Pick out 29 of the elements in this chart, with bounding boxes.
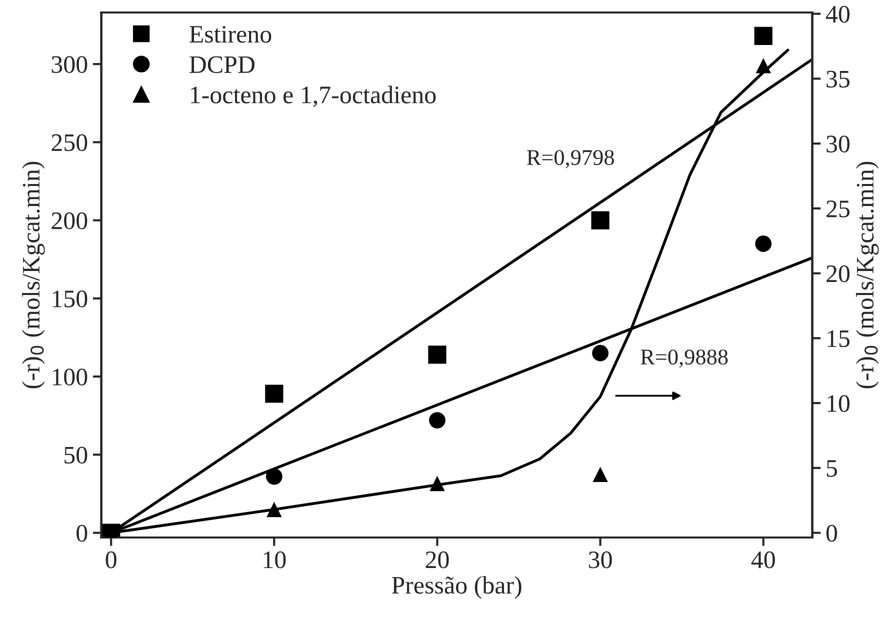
y2-tick-label: 15	[828, 330, 850, 348]
y2-tick-label: 25	[826, 200, 850, 218]
x-axis-title: Pressão (bar)	[392, 576, 522, 599]
y-tick-label: 50	[64, 446, 88, 464]
y2-axis-title: (-r)$_{0}$ (mols/Kgcat.min)	[856, 162, 879, 388]
y2-tick-label: 10	[828, 395, 850, 412]
x-tick-label: 10	[264, 551, 286, 568]
legend-label: DCPD	[190, 56, 254, 74]
y-tick-label: 0	[76, 524, 88, 542]
y-tick-label: 150	[52, 290, 88, 308]
y2-tick-label: 20	[826, 265, 850, 282]
x-tick-label: 30	[588, 551, 612, 568]
legend-label: 1-octeno e 1,7-octadieno	[191, 86, 436, 107]
y-tick-label: 250	[52, 134, 88, 152]
y2-tick-label: 0	[826, 524, 838, 542]
annotation: R=0,9888	[640, 350, 728, 368]
y-axis-title: (-r)$_{0}$ (mols/Kgcat.min)	[22, 162, 45, 388]
y2-tick-label: 30	[826, 136, 850, 152]
x-tick-label: 20	[426, 551, 449, 568]
y2-tick-label: 40	[826, 6, 850, 23]
y-tick-label: 100	[52, 368, 88, 386]
annotation: R=0,9798	[526, 150, 614, 168]
legend-label: Estireno	[190, 26, 272, 43]
y-tick-label: 300	[52, 56, 88, 73]
x-tick-label: 0	[106, 551, 116, 568]
x-tick-label: 40	[751, 551, 775, 568]
y2-tick-label: 5	[826, 460, 837, 477]
y-tick-label: 200	[52, 212, 88, 230]
y2-tick-label: 35	[826, 70, 850, 88]
